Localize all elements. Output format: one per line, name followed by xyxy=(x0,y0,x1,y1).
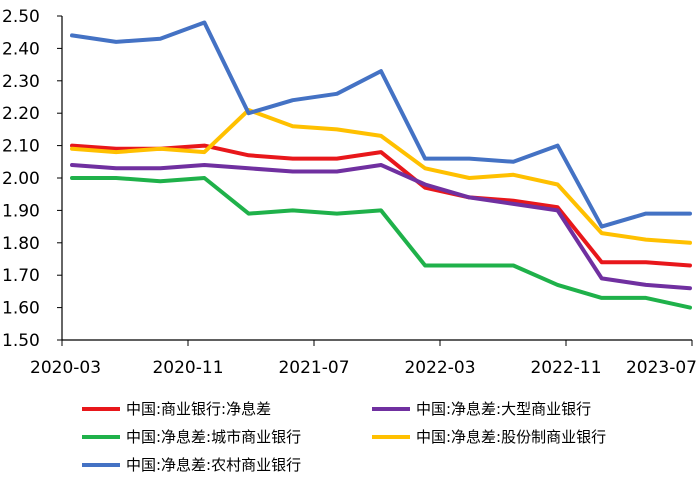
legend-label: 中国:商业银行:净息差 xyxy=(126,400,271,418)
y-axis-tick-labels: 2.50 2.40 2.30 2.20 2.10 2.00 1.90 1.80 1.70 1.60… xyxy=(2,7,40,351)
series-line-2 xyxy=(70,163,692,291)
x-tick-label: 2020-03 xyxy=(30,358,101,378)
legend-label: 中国:净息差:股份制商业银行 xyxy=(416,428,606,446)
y-tick-label: 2.30 xyxy=(2,72,40,92)
legend-label: 中国:净息差:城市商业银行 xyxy=(126,428,301,446)
legend-label: 中国:净息差:大型商业银行 xyxy=(416,400,591,418)
y-tick-label: 1.50 xyxy=(2,331,40,351)
y-tick-label: 2.50 xyxy=(2,7,40,27)
x-tick-label: 2023-07 xyxy=(626,358,697,378)
series-line-3 xyxy=(70,176,692,310)
y-tick-label: 2.20 xyxy=(2,104,40,124)
y-tick-label: 1.70 xyxy=(2,266,40,286)
x-tick-label: 2020-11 xyxy=(152,358,223,378)
legend-label: 中国:净息差:农村商业银行 xyxy=(126,456,301,474)
x-tick-label: 2022-11 xyxy=(530,358,601,378)
x-axis-tick-labels: 2020-03 2020-11 2021-07 2022-03 2022-11 2023-… xyxy=(30,358,697,378)
series-line-5 xyxy=(70,20,692,229)
x-tick-label: 2021-07 xyxy=(278,358,349,378)
y-tick-label: 2.10 xyxy=(2,137,40,157)
series-line-1 xyxy=(70,143,692,268)
y-tick-label: 2.00 xyxy=(2,169,40,189)
series-line-4 xyxy=(70,108,692,245)
y-tick-label: 1.60 xyxy=(2,299,40,319)
x-tick-label: 2022-03 xyxy=(404,358,475,378)
y-tick-label: 1.80 xyxy=(2,234,40,254)
y-tick-label: 2.40 xyxy=(2,39,40,59)
axes xyxy=(57,15,693,346)
series-lines xyxy=(70,20,692,310)
y-tick-label: 1.90 xyxy=(2,201,40,221)
